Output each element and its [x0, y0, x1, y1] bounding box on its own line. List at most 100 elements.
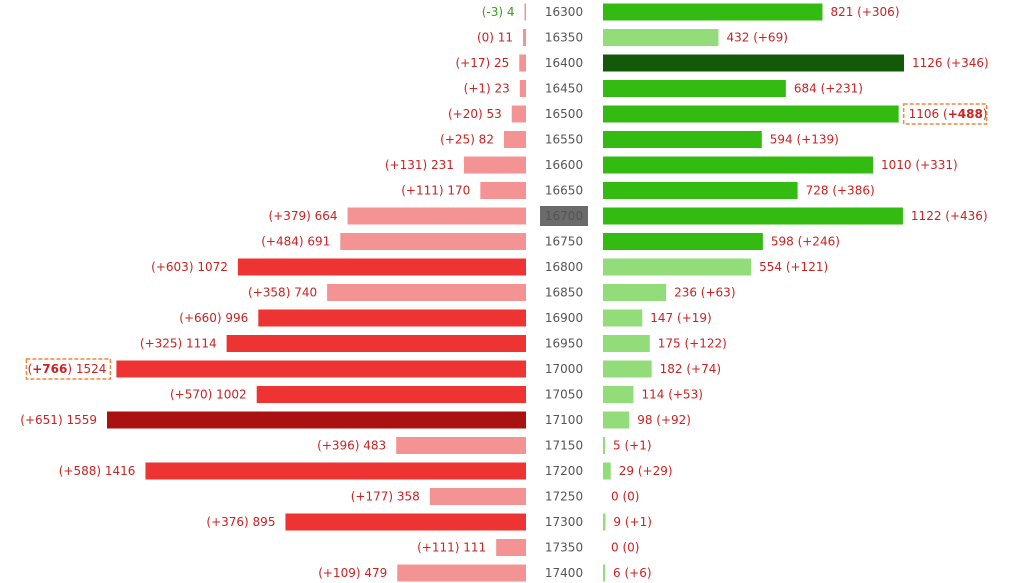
right-value-label: 594 (+139): [770, 133, 839, 147]
strike-label: 16650: [545, 184, 583, 198]
right-bar: [603, 233, 763, 250]
strike-label: 16950: [545, 337, 583, 351]
right-bar: [603, 284, 667, 301]
left-value-label: (+660) 996: [179, 311, 248, 325]
left-bar: [429, 488, 526, 505]
right-value-label: 1126 (+346): [912, 56, 989, 70]
right-bar: [603, 131, 762, 148]
left-bar: [327, 284, 526, 301]
right-bar: [603, 564, 605, 582]
right-value-label: 432 (+69): [726, 31, 787, 45]
right-value-label: 684 (+231): [794, 82, 863, 96]
right-value-label: 98 (+92): [637, 413, 691, 427]
strike-label: 17350: [545, 541, 583, 555]
right-value-label: 9 (+1): [613, 515, 652, 529]
right-bar: [603, 54, 904, 72]
left-value-label: (+17) 25: [455, 56, 509, 70]
strike-label: 16800: [545, 260, 583, 274]
right-bar: [603, 29, 719, 46]
left-value-label: (+396) 483: [317, 439, 386, 453]
strike-label: 16500: [545, 107, 583, 121]
left-bar: [524, 3, 526, 21]
right-value-label: 0 (0): [611, 490, 639, 504]
strike-label: 16700: [545, 209, 583, 223]
left-value-label: (+603) 1072: [151, 260, 228, 274]
left-bar: [256, 386, 526, 403]
left-value-label: (+651) 1559: [20, 413, 97, 427]
left-bar: [503, 131, 526, 148]
right-bar: [603, 80, 786, 97]
right-bar: [603, 360, 652, 378]
left-bar: [285, 513, 526, 531]
left-bar: [519, 80, 526, 97]
right-value-label: 6 (+6): [613, 566, 652, 580]
right-bar: [603, 105, 899, 123]
right-value-label: 821 (+306): [830, 5, 899, 19]
left-bar: [237, 258, 527, 276]
right-bar: [603, 182, 798, 199]
right-bar: [603, 335, 650, 352]
left-bar: [397, 564, 526, 582]
right-bar: [603, 462, 611, 480]
left-bar: [519, 54, 526, 72]
left-value-label: (+358) 740: [248, 286, 317, 300]
left-bar: [107, 411, 526, 429]
chart-rows: 16300 (-3) 4 821 (+306) 16350 (0) 11 432 (+69…: [20, 3, 989, 582]
right-value-label: 0 (0): [611, 541, 639, 555]
right-bar: [603, 411, 630, 429]
right-bar: [603, 258, 752, 276]
right-value-label: 728 (+386): [806, 184, 875, 198]
strike-label: 16600: [545, 158, 583, 172]
strike-label: 17400: [545, 566, 583, 580]
left-value-label: (+376) 895: [206, 515, 275, 529]
right-value-label: 182 (+74): [660, 362, 721, 376]
strike-highlight-box: [540, 206, 588, 226]
right-bar: [603, 309, 643, 327]
left-bar: [463, 156, 526, 174]
left-bar: [340, 233, 526, 250]
left-highlight-box: [25, 358, 112, 380]
left-value-label: (+109) 479: [318, 566, 387, 580]
strike-label: 17250: [545, 490, 583, 504]
right-bar: [603, 156, 873, 174]
left-value-label: (+766) 1524: [28, 362, 107, 376]
strike-label: 17300: [545, 515, 583, 529]
left-bar: [347, 207, 526, 225]
left-value-label: (+570) 1002: [170, 388, 247, 402]
strike-label: 16350: [545, 31, 583, 45]
strike-label: 16300: [545, 5, 583, 19]
strike-label: 16900: [545, 311, 583, 325]
right-value-label: 554 (+121): [759, 260, 828, 274]
left-bar: [116, 360, 526, 378]
right-value-label: 5 (+1): [613, 439, 652, 453]
left-value-label: (+325) 1114: [140, 337, 217, 351]
left-bar: [480, 182, 526, 199]
right-bar: [603, 207, 903, 225]
left-value-label: (+588) 1416: [59, 464, 136, 478]
left-bar: [496, 539, 526, 556]
right-value-label: 1122 (+436): [911, 209, 988, 223]
left-value-label: (+111) 111: [417, 541, 486, 555]
left-bar: [145, 462, 526, 480]
left-value-label: (+20) 53: [448, 107, 502, 121]
right-value-label: 29 (+29): [619, 464, 673, 478]
left-value-label: (-3) 4: [482, 5, 515, 19]
right-bar: [603, 3, 823, 21]
strike-label: 16550: [545, 133, 583, 147]
right-value-label: 236 (+63): [674, 286, 735, 300]
left-value-label: (+131) 231: [385, 158, 454, 172]
right-bar: [603, 386, 634, 403]
strike-label: 17000: [545, 362, 583, 376]
strike-label: 17200: [545, 464, 583, 478]
strike-label: 16750: [545, 235, 583, 249]
left-value-label: (+25) 82: [440, 133, 494, 147]
strike-label: 17100: [545, 413, 583, 427]
right-value-label: 1010 (+331): [881, 158, 958, 172]
left-bar: [258, 309, 526, 327]
left-bar: [396, 437, 526, 454]
right-value-label: 598 (+246): [771, 235, 840, 249]
left-bar: [523, 29, 526, 46]
right-bar: [603, 437, 605, 454]
left-value-label: (+484) 691: [261, 235, 330, 249]
